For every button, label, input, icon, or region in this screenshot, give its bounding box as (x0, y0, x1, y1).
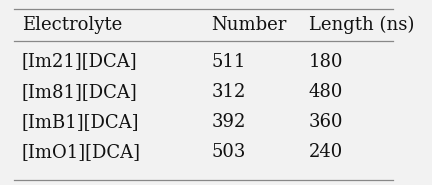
Text: 240: 240 (308, 143, 343, 161)
Text: 503: 503 (212, 143, 246, 161)
Text: [ImB1][DCA]: [ImB1][DCA] (22, 113, 139, 131)
Text: 180: 180 (308, 53, 343, 70)
Text: 392: 392 (212, 113, 246, 131)
Text: [ImO1][DCA]: [ImO1][DCA] (22, 143, 140, 161)
Text: Number: Number (212, 16, 287, 34)
Text: 360: 360 (308, 113, 343, 131)
Text: 480: 480 (308, 83, 343, 101)
Text: Length (ns): Length (ns) (308, 16, 414, 34)
Text: [Im21][DCA]: [Im21][DCA] (22, 53, 137, 70)
Text: 312: 312 (212, 83, 246, 101)
Text: 511: 511 (212, 53, 246, 70)
Text: Electrolyte: Electrolyte (22, 16, 122, 34)
Text: [Im81][DCA]: [Im81][DCA] (22, 83, 137, 101)
